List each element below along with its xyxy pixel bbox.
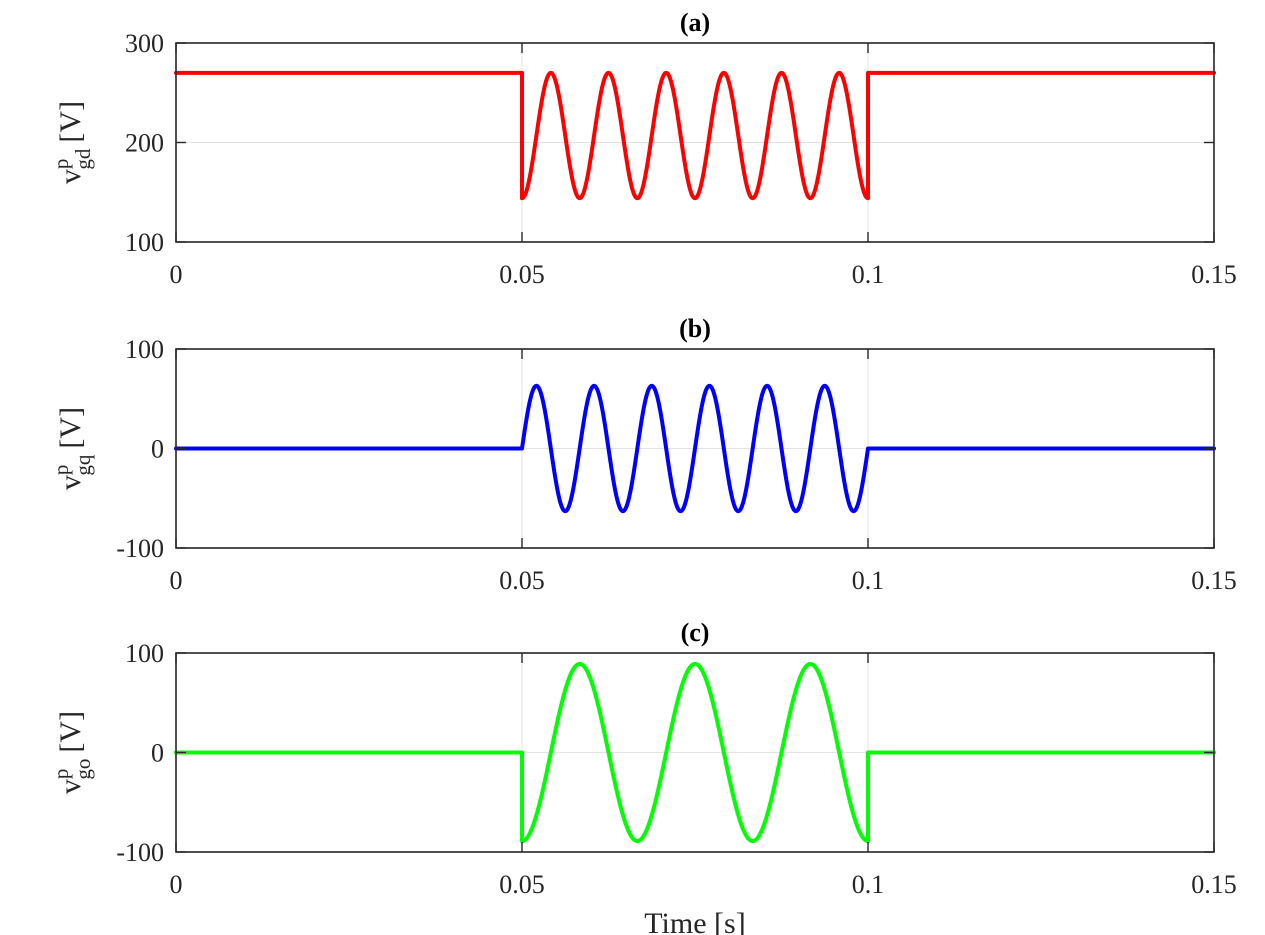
x-tick-label: 0.15: [1191, 260, 1237, 289]
y-tick-label: 0: [151, 435, 164, 464]
series-line-0: [174, 661, 1216, 844]
x-tick-label: 0.05: [499, 260, 545, 289]
y-axis-label-sub: gd: [71, 148, 95, 170]
y-axis-label-unit: [V]: [54, 711, 87, 753]
x-tick-label: 0: [170, 260, 183, 289]
y-axis-label: vpgd [V]: [49, 101, 95, 184]
y-tick-label: 100: [125, 639, 164, 668]
x-tick-label: 0: [170, 870, 183, 899]
y-tick-label: 300: [125, 29, 164, 58]
x-tick-label: 0.05: [499, 566, 545, 595]
y-axis-label: vpgq [V]: [49, 407, 95, 490]
x-tick-label: 0.15: [1191, 870, 1237, 899]
y-axis-label-sup: p: [49, 465, 73, 476]
panel-title: (c): [681, 618, 710, 647]
y-axis-label-unit: [V]: [54, 101, 87, 143]
y-axis-label-base: v: [54, 779, 87, 794]
y-axis-label-sub: gq: [71, 454, 95, 476]
y-axis-label-unit: [V]: [54, 407, 87, 449]
y-axis-label-base: v: [54, 169, 87, 184]
panel-title: (b): [679, 314, 711, 343]
x-axis-label: Time [s]: [644, 907, 745, 935]
series-line-0: [174, 70, 1216, 201]
x-tick-label: 0: [170, 566, 183, 595]
y-tick-label: 0: [151, 739, 164, 768]
y-tick-label: 100: [125, 335, 164, 364]
x-tick-label: 0.15: [1191, 566, 1237, 595]
y-axis-label-base: v: [54, 475, 87, 490]
y-tick-label: -100: [116, 838, 164, 867]
x-tick-label: 0.05: [499, 870, 545, 899]
y-axis-label: vpgo [V]: [49, 711, 95, 794]
x-tick-label: 0.1: [852, 566, 885, 595]
y-axis-label-sub: go: [71, 759, 95, 780]
y-axis-label-sup: p: [49, 159, 73, 170]
y-tick-label: 100: [125, 228, 164, 257]
y-tick-label: -100: [116, 534, 164, 563]
x-tick-label: 0.1: [852, 260, 885, 289]
panel-a: 0 0.05 0.1 0.15 100 200 300 (a) vpgd [V]: [49, 8, 1237, 289]
y-axis-label-sup: p: [49, 769, 73, 780]
y-tick-label: 200: [125, 129, 164, 158]
x-tick-label: 0.1: [852, 870, 885, 899]
series-line-0: [174, 383, 1216, 514]
panel-title: (a): [680, 8, 710, 37]
